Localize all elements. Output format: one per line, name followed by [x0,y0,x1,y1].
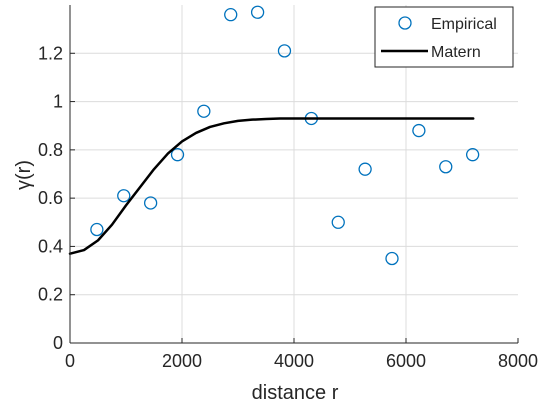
x-tick-label: 2000 [162,351,202,371]
y-tick-label: 0.4 [38,236,63,256]
y-tick-label: 0 [53,333,63,353]
x-axis-title: distance r [252,382,339,404]
y-tick-label: 1 [53,92,63,112]
data-point-empirical [385,251,399,266]
legend-box [374,6,514,68]
data-point-empirical [170,148,185,162]
data-point-empirical [277,44,292,58]
y-tick-label: 0.2 [38,285,63,305]
x-tick-label: 8000 [498,351,538,371]
data-point-empirical [439,160,453,174]
data-point-empirical [331,215,345,229]
legend-marker-empirical [398,16,412,30]
data-point-empirical [358,162,372,176]
legend-label-matern: Matern [431,44,481,61]
data-point-empirical [250,5,265,19]
x-tick-label: 4000 [274,351,314,371]
x-tick-label: 0 [65,351,75,371]
x-tick-label: 6000 [386,351,426,371]
series-line-matern [68,117,475,255]
legend-label-empirical: Empirical [431,16,497,33]
y-axis-title: γ(r) [13,160,35,190]
data-point-empirical [90,222,104,237]
data-point-empirical [197,104,211,118]
ticks: 0 2000 4000 6000 8000 0 0.2 0.4 0.6 0.8 1 1.2 [38,43,538,371]
y-tick-label: 0.6 [38,188,63,208]
y-tick-label: 0.8 [38,140,63,160]
y-tick-label: 1.2 [38,43,63,63]
data-point-empirical [224,8,238,22]
plot-data [68,5,480,266]
data-point-empirical [143,196,158,210]
data-point-empirical [412,123,426,138]
legend: Empirical Matern [374,6,514,68]
data-point-empirical [465,148,480,162]
data-point-empirical [117,189,131,203]
